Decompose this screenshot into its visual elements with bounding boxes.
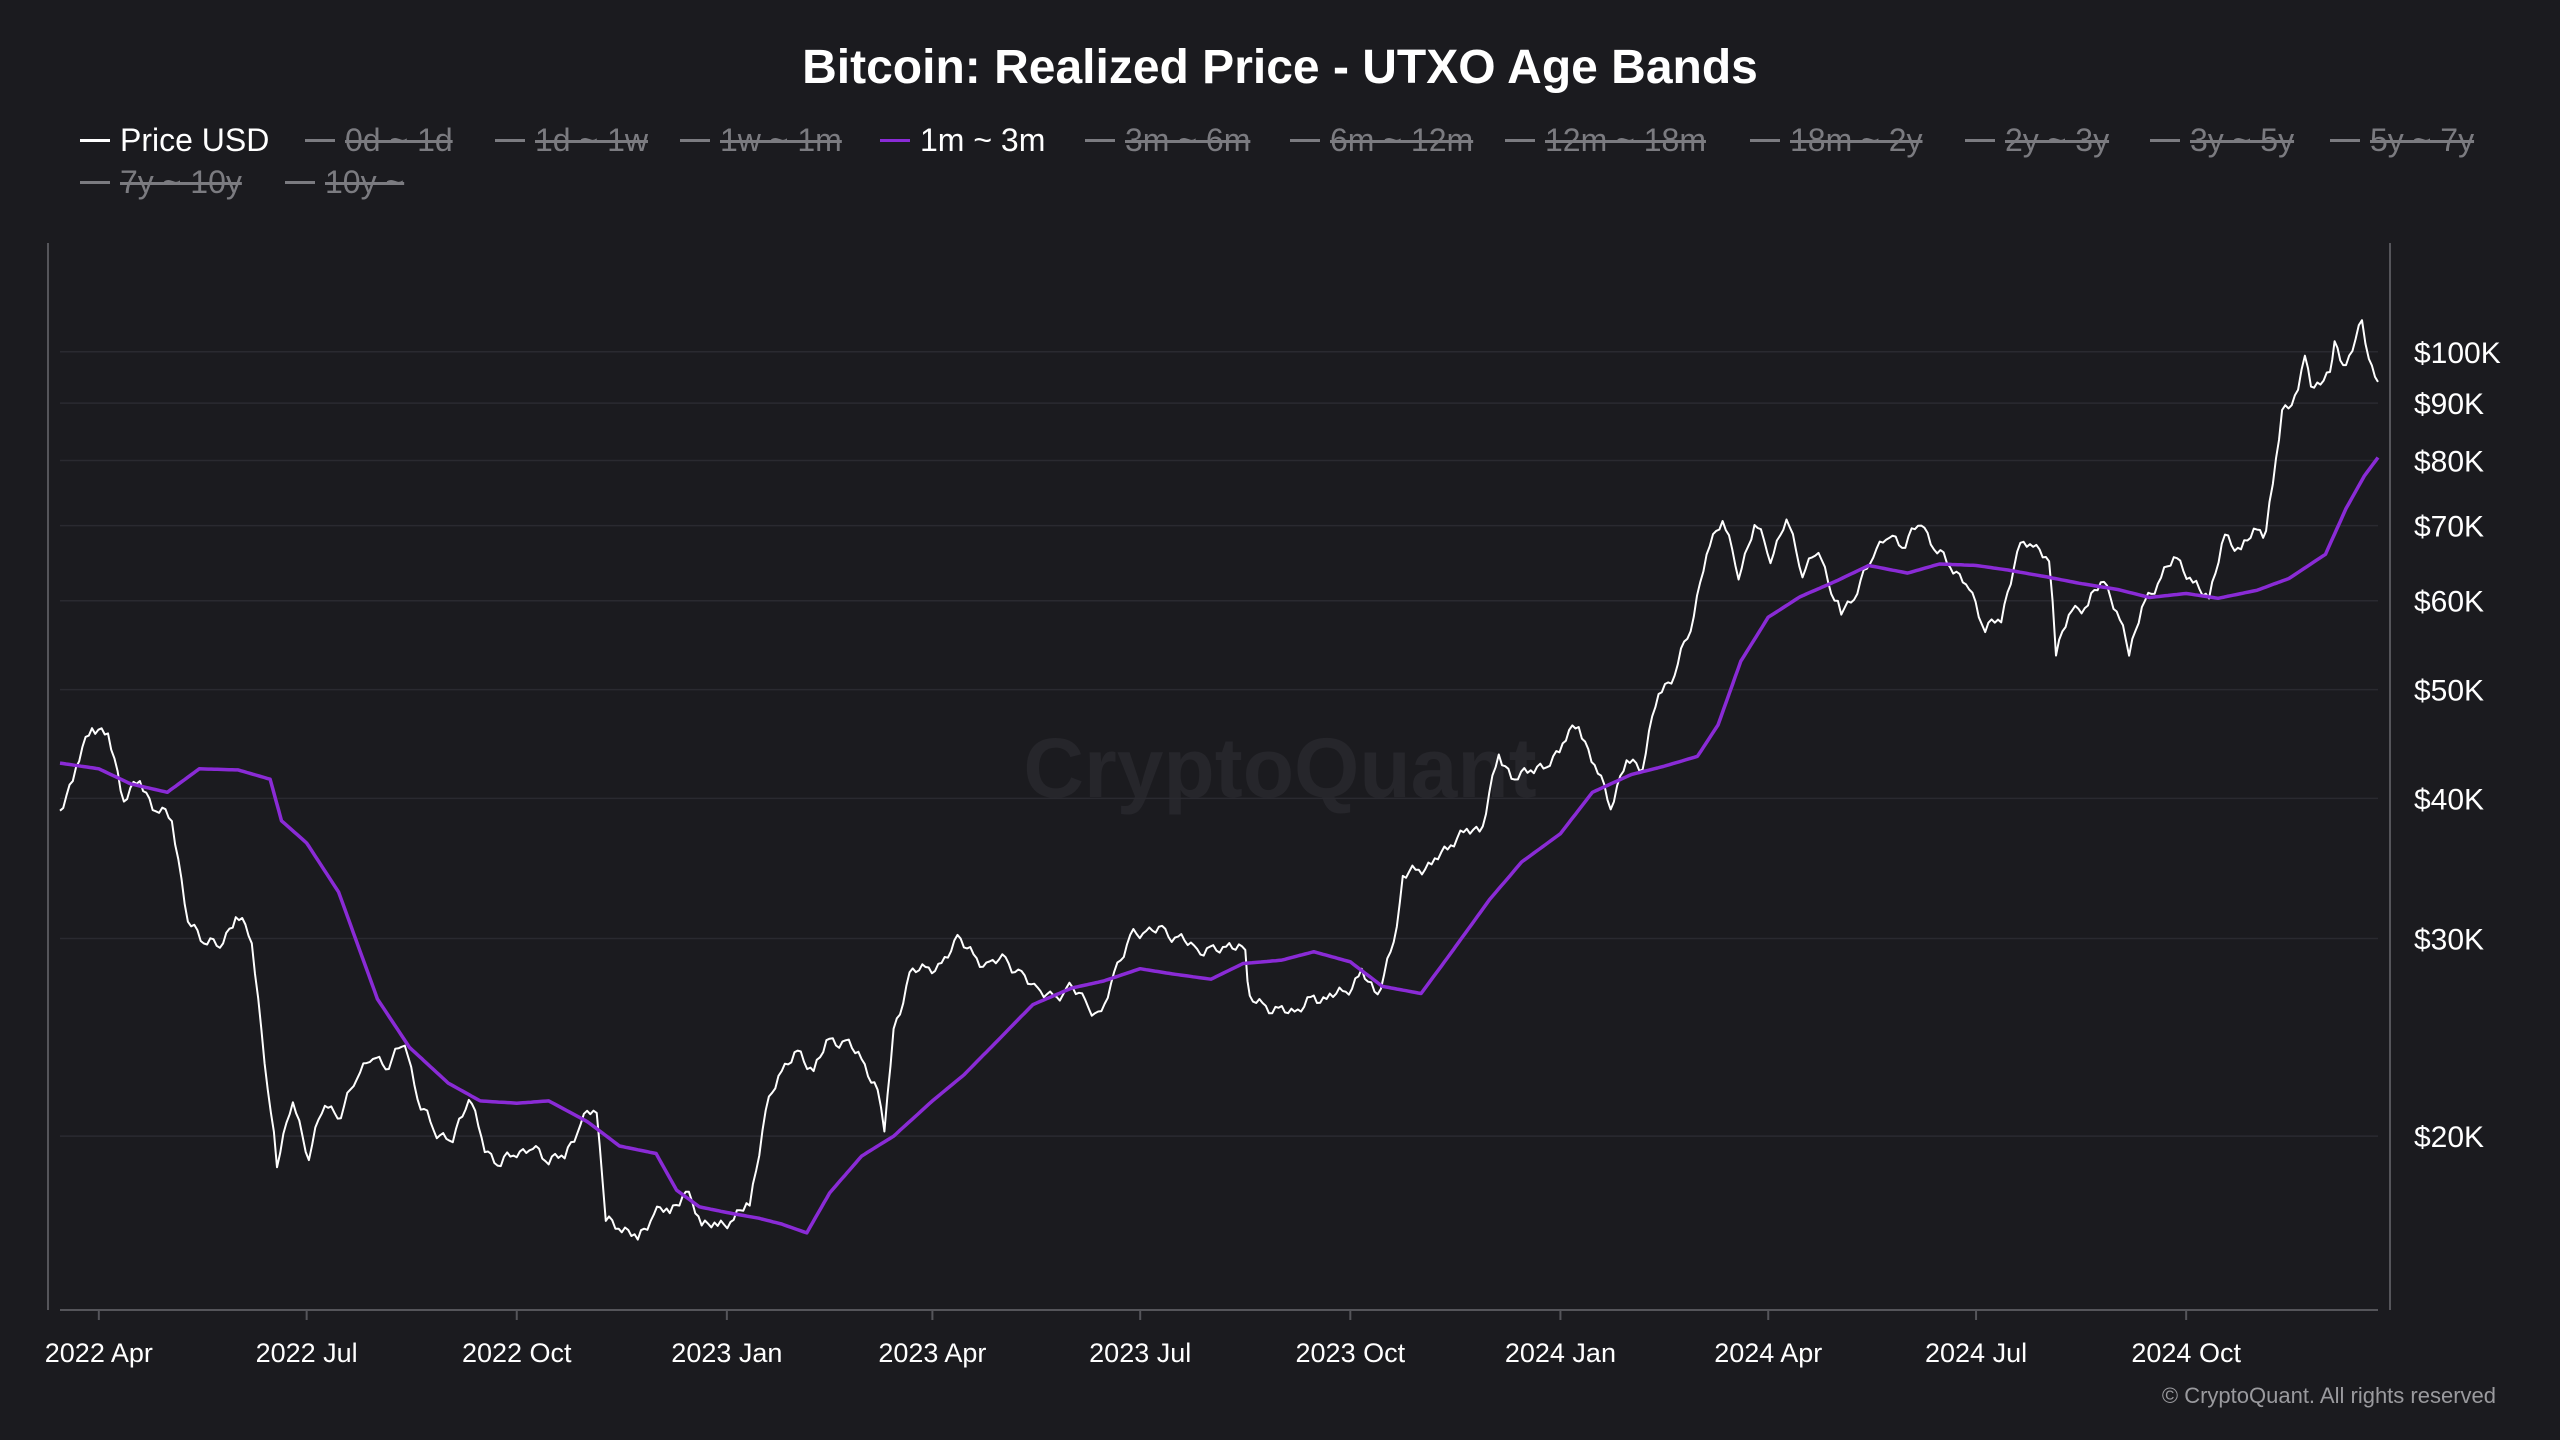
y-tick-label: $80K bbox=[2414, 446, 2484, 479]
legend-swatch bbox=[305, 139, 335, 142]
legend-item-price-usd[interactable]: Price USD bbox=[80, 122, 269, 159]
x-tick-label: 2022 Oct bbox=[462, 1338, 572, 1368]
legend-item-1m-3m[interactable]: 1m ~ 3m bbox=[880, 122, 1045, 159]
y-tick-label: $70K bbox=[2414, 511, 2484, 544]
x-tick-label: 2024 Oct bbox=[2131, 1338, 2241, 1368]
legend-swatch bbox=[1750, 139, 1780, 142]
legend-item-3y-5y[interactable]: 3y ~ 5y bbox=[2150, 122, 2294, 159]
legend-label: 0d ~ 1d bbox=[345, 122, 453, 158]
legend-swatch bbox=[1505, 139, 1535, 142]
legend-label: 1m ~ 3m bbox=[920, 122, 1046, 158]
legend-label: 3y ~ 5y bbox=[2190, 122, 2295, 158]
chart-title: Bitcoin: Realized Price - UTXO Age Bands bbox=[802, 41, 1758, 94]
legend-label: 18m ~ 2y bbox=[1790, 122, 1923, 158]
legend-label: 12m ~ 18m bbox=[1545, 122, 1706, 158]
legend-label: Price USD bbox=[120, 122, 270, 158]
legend-label: 2y ~ 3y bbox=[2005, 122, 2110, 158]
watermark: CryptoQuant bbox=[1023, 721, 1537, 815]
series-line-price-usd bbox=[59, 319, 2379, 1241]
y-tick-label: $30K bbox=[2414, 924, 2484, 957]
legend-item-1d-1w[interactable]: 1d ~ 1w bbox=[495, 122, 648, 159]
x-tick-label: 2024 Jul bbox=[1925, 1338, 2027, 1368]
x-tick-label: 2023 Apr bbox=[878, 1338, 986, 1368]
series-layer bbox=[59, 319, 2380, 1241]
legend-swatch bbox=[80, 139, 110, 142]
y-axis-ticks: $20K $30K $40K $50K $60K $70K $80K $90K $100K bbox=[2414, 337, 2501, 1154]
y-tick-label: $50K bbox=[2414, 675, 2484, 708]
grid-layer bbox=[60, 351, 2378, 1137]
legend-item-0d-1d[interactable]: 0d ~ 1d bbox=[305, 122, 453, 159]
legend-swatch bbox=[1290, 139, 1320, 142]
x-tick-label: 2023 Oct bbox=[1296, 1338, 1406, 1368]
legend-item-6m-12m[interactable]: 6m ~ 12m bbox=[1290, 122, 1473, 159]
x-tick-label: 2023 Jul bbox=[1089, 1338, 1191, 1368]
legend-label: 7y ~ 10y bbox=[120, 164, 242, 200]
legend-swatch bbox=[495, 139, 525, 142]
legend-item-1w-1m[interactable]: 1w ~ 1m bbox=[680, 122, 842, 159]
legend-label: 10y ~ bbox=[325, 164, 405, 200]
y-tick-label: $40K bbox=[2414, 783, 2484, 816]
legend-swatch bbox=[2150, 139, 2180, 142]
copyright-notice: © CryptoQuant. All rights reserved bbox=[2161, 1383, 2496, 1408]
legend-item-18m-2y[interactable]: 18m ~ 2y bbox=[1750, 122, 1923, 159]
legend-swatch bbox=[680, 139, 710, 142]
x-tick-label: 2024 Jan bbox=[1505, 1338, 1616, 1368]
legend-item-12m-18m[interactable]: 12m ~ 18m bbox=[1505, 122, 1706, 159]
legend-label: 5y ~ 7y bbox=[2370, 122, 2475, 158]
legend-swatch bbox=[880, 139, 910, 142]
legend-item-3m-6m[interactable]: 3m ~ 6m bbox=[1085, 122, 1250, 159]
x-axis-ticks: 2022 Apr 2022 Jul 2022 Oct 2023 Jan 2023 Apr… bbox=[45, 1310, 2241, 1368]
legend-item-10y[interactable]: 10y ~ bbox=[285, 164, 404, 201]
y-tick-label: $100K bbox=[2414, 337, 2501, 370]
y-tick-label: $20K bbox=[2414, 1121, 2484, 1154]
legend-label: 1w ~ 1m bbox=[720, 122, 842, 158]
x-tick-label: 2024 Apr bbox=[1714, 1338, 1822, 1368]
y-tick-label: $60K bbox=[2414, 586, 2484, 619]
legend-label: 6m ~ 12m bbox=[1330, 122, 1474, 158]
y-tick-label: $90K bbox=[2414, 388, 2484, 421]
legend-swatch bbox=[2330, 139, 2360, 142]
legend-label: 1d ~ 1w bbox=[535, 122, 648, 158]
legend-swatch bbox=[80, 181, 110, 184]
legend-swatch bbox=[285, 181, 315, 184]
legend-item-2y-3y[interactable]: 2y ~ 3y bbox=[1965, 122, 2109, 159]
legend-swatch bbox=[1085, 139, 1115, 142]
legend-item-5y-7y[interactable]: 5y ~ 7y bbox=[2330, 122, 2474, 159]
legend-swatch bbox=[1965, 139, 1995, 142]
legend-label: 3m ~ 6m bbox=[1125, 122, 1251, 158]
x-tick-label: 2022 Jul bbox=[256, 1338, 358, 1368]
x-tick-label: 2022 Apr bbox=[45, 1338, 153, 1368]
series-line-1m-3m bbox=[59, 456, 2380, 1235]
x-tick-label: 2023 Jan bbox=[671, 1338, 782, 1368]
legend-item-7y-10y[interactable]: 7y ~ 10y bbox=[80, 164, 242, 201]
